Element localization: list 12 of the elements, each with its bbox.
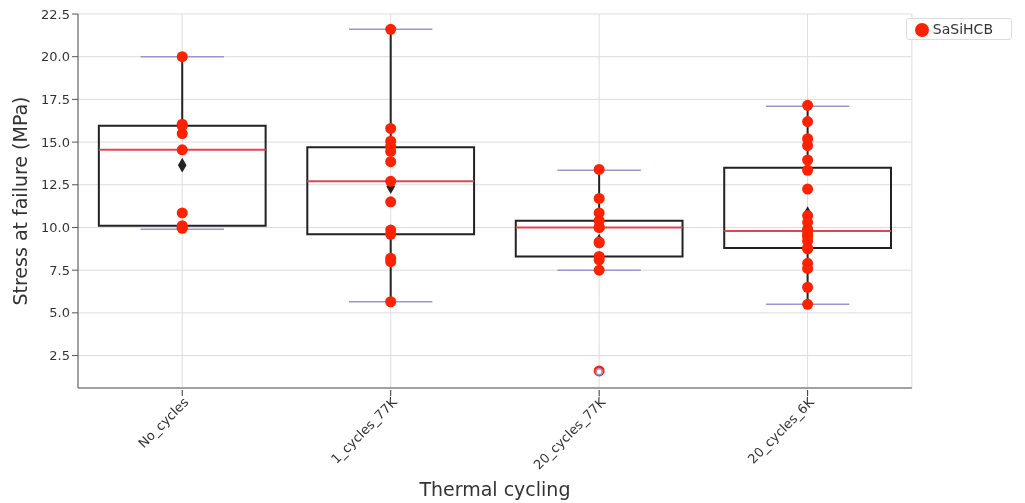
y-tick-label: 10.0 xyxy=(41,220,70,236)
y-tick-label: 5.0 xyxy=(49,305,70,321)
x-axis-title: Thermal cycling xyxy=(418,478,571,500)
y-tick-label: 22.5 xyxy=(41,6,70,22)
y-tick-label: 15.0 xyxy=(41,134,70,150)
y-tick-label: 2.5 xyxy=(49,348,70,364)
y-tick-label: 17.5 xyxy=(41,92,70,107)
legend-label: SaSiHCB xyxy=(932,21,993,37)
y-tick-label: 20.0 xyxy=(41,49,70,65)
y-tick-label: 7.5 xyxy=(49,262,70,278)
y-axis-title: Stress at failure (MPa) xyxy=(8,96,31,306)
y-tick-label: 12.5 xyxy=(41,177,70,193)
